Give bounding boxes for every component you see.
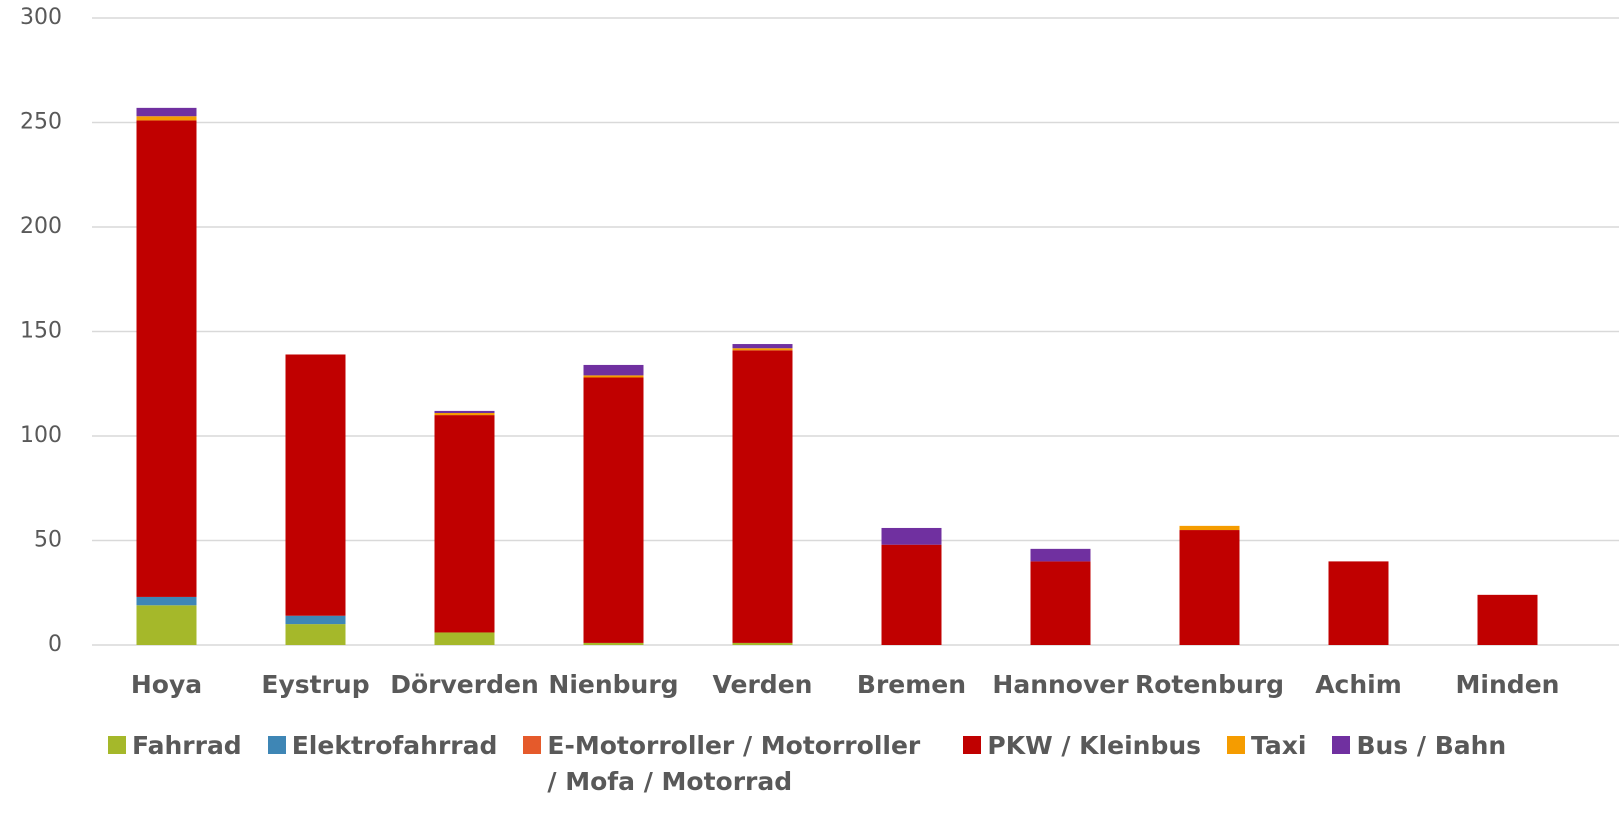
chart: 0 50 100 150 200 250 300 Hoya Eystrup Dörverden Ni… [20,5,1619,699]
bar-segment [1030,548,1091,562]
y-tick-label: 0 [48,632,62,657]
bar-segment [1179,525,1240,531]
legend-item: Fahrrad [108,728,242,764]
legend-item: Bus / Bahn [1332,728,1506,764]
legend-label: Taxi [1251,731,1307,760]
legend-item: Taxi [1227,728,1306,764]
bar-segment [434,415,495,633]
x-tick-label: Achim [1315,670,1402,699]
legend-item: Elektrofahrrad [267,728,498,764]
bar-segment [136,116,197,121]
bar-segment [732,348,793,351]
legend-swatch [1227,736,1246,754]
bar-segment [136,107,197,117]
x-tick-label: Bremen [857,670,966,699]
bar-segment [732,642,793,645]
bar-segment [1030,561,1091,645]
bar-segment [136,120,197,597]
x-tick-label: Nienburg [548,670,678,699]
x-tick-label: Rotenburg [1135,670,1284,699]
bar-segment [136,596,197,606]
bar-segment [1179,530,1240,645]
bar-segment [583,364,644,376]
legend-label: E-Motorroller / Motorroller / Mofa / Mot… [547,731,921,796]
x-tick-label: Dörverden [390,670,539,699]
legend-item: E-Motorroller / Motorroller / Mofa / Mot… [523,728,937,800]
bar-segment [434,410,495,414]
bar-segment [881,527,942,545]
legend: Fahrrad Elektrofahrrad E-Motorroller / Mot… [108,728,1506,800]
y-tick-label: 50 [34,528,62,553]
legend-swatch [267,736,286,754]
bar-segment [285,624,346,645]
x-tick-label: Hannover [992,670,1129,699]
x-tick-label: Hoya [131,670,202,699]
y-tick-label: 150 [20,319,62,344]
bar-segment [583,375,644,378]
bar-segment [732,344,793,349]
bar-segment [136,605,197,645]
legend-swatch [1332,736,1351,754]
x-tick-label: Eystrup [261,670,369,699]
bar-segment [1328,561,1389,645]
legend-label: Fahrrad [132,731,242,760]
bar-segment [1477,594,1538,645]
y-tick-label: 300 [20,5,62,30]
legend-swatch [963,736,982,754]
y-tick-label: 100 [20,423,62,448]
legend-item: PKW / Kleinbus [963,728,1201,764]
y-tick-label: 200 [20,214,62,239]
y-tick-label: 250 [20,110,62,135]
x-tick-label: Minden [1456,670,1560,699]
legend-label: PKW / Kleinbus [987,731,1202,760]
bar-segment [583,377,644,643]
bar-segment [583,642,644,645]
bar-segment [285,354,346,616]
bar-segment [285,615,346,625]
x-tick-label: Verden [713,670,813,699]
legend-swatch [108,736,126,754]
bar-segment [434,413,495,416]
bar-segment [434,632,495,645]
legend-swatch [523,736,542,754]
legend-label: Elektrofahrrad [291,731,498,760]
bar-segment [732,350,793,643]
legend-label: Bus / Bahn [1356,731,1507,760]
bar-segment [881,544,942,645]
